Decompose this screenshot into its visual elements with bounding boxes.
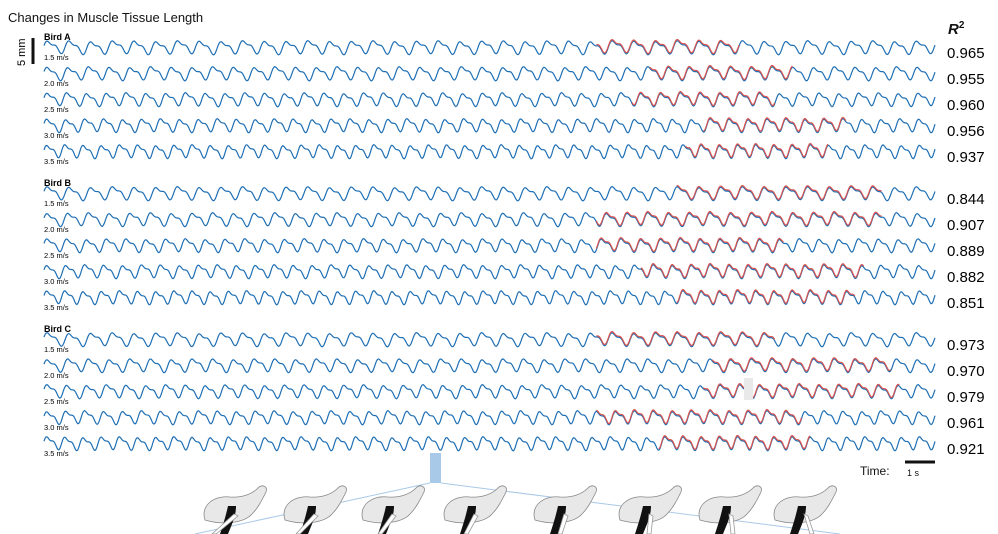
bird-silhouette <box>533 485 597 534</box>
predicted-trace <box>595 236 784 253</box>
bird-silhouette <box>773 485 837 534</box>
predicted-trace <box>595 210 882 227</box>
predicted-trace <box>631 90 776 107</box>
predicted-trace <box>640 262 865 279</box>
speed-label: 3.5 m/s <box>44 157 69 166</box>
measured-trace <box>43 332 936 348</box>
measured-trace <box>43 212 936 228</box>
r2-symbol: R <box>948 21 959 38</box>
time-scale-unit: 1 s <box>907 468 920 478</box>
speed-label: 3.5 m/s <box>44 303 69 312</box>
predicted-trace <box>658 434 811 451</box>
r2-value: 0.921 <box>947 441 985 458</box>
measured-trace <box>43 289 936 306</box>
speed-label: 1.5 m/s <box>44 345 69 354</box>
r2-value: 0.960 <box>947 97 985 114</box>
bird-silhouette <box>443 485 507 534</box>
speed-label: 1.5 m/s <box>44 53 69 62</box>
highlight-window <box>430 453 441 483</box>
predicted-trace <box>676 184 882 201</box>
measured-trace <box>43 117 936 134</box>
bird-label-1: Bird A <box>44 32 71 42</box>
measured-trace <box>43 435 936 452</box>
measured-trace <box>43 143 936 160</box>
speed-label: 2.5 m/s <box>44 251 69 260</box>
measured-trace <box>43 409 936 426</box>
r2-value: 0.889 <box>947 243 985 260</box>
predicted-trace <box>702 382 900 399</box>
r2-value: 0.961 <box>947 415 985 432</box>
plot-layer: Bird A 1.5 m/s 0.965 2.0 m/s 0.955 2.5 m/s 0.9… <box>43 32 985 458</box>
speed-label: 3.0 m/s <box>44 423 69 432</box>
speed-label: 2.0 m/s <box>44 225 69 234</box>
measured-trace <box>43 92 936 108</box>
predicted-trace <box>596 38 740 55</box>
bird-silhouette <box>203 485 267 534</box>
r2-value: 0.973 <box>947 337 985 354</box>
measured-trace <box>43 263 936 280</box>
grey-marker <box>744 378 753 400</box>
speed-label: 2.0 m/s <box>44 371 69 380</box>
r2-value: 0.956 <box>947 123 985 140</box>
gait-silhouettes <box>203 485 837 534</box>
measured-trace <box>43 40 936 56</box>
measured-trace <box>43 238 936 254</box>
speed-label: 1.5 m/s <box>44 199 69 208</box>
length-scale-label: 5 mm <box>16 39 28 67</box>
bird-silhouette <box>361 485 425 534</box>
chart-title: Changes in Muscle Tissue Length <box>8 10 204 25</box>
r2-value: 0.965 <box>947 45 985 62</box>
speed-label: 2.0 m/s <box>44 79 69 88</box>
bird-silhouette <box>618 485 682 534</box>
predicted-trace <box>596 408 802 425</box>
measured-trace <box>43 66 936 82</box>
r2-value: 0.937 <box>947 149 985 166</box>
r2-value: 0.882 <box>947 269 985 286</box>
bird-silhouette <box>283 485 347 534</box>
measured-trace <box>43 186 936 202</box>
bird-silhouette <box>698 485 762 534</box>
predicted-trace <box>596 330 776 347</box>
predicted-trace <box>711 357 891 373</box>
r2-exponent: 2 <box>958 20 965 31</box>
speed-label: 3.5 m/s <box>44 449 69 458</box>
time-scale-label: Time: <box>860 464 890 478</box>
predicted-trace <box>703 116 847 133</box>
bird-label-3: Bird C <box>44 324 72 334</box>
bird-label-2: Bird B <box>44 178 72 188</box>
speed-label: 2.5 m/s <box>44 105 69 114</box>
measured-trace <box>43 384 936 400</box>
r2-value: 0.907 <box>947 217 985 234</box>
r2-value: 0.955 <box>947 71 985 88</box>
r2-value: 0.979 <box>947 389 985 406</box>
r2-header: R2 <box>948 20 964 38</box>
predicted-trace <box>676 288 856 305</box>
r2-value: 0.851 <box>947 295 985 312</box>
predicted-trace <box>685 142 829 159</box>
predicted-trace <box>649 64 793 81</box>
speed-label: 2.5 m/s <box>44 397 69 406</box>
speed-label: 3.0 m/s <box>44 131 69 140</box>
r2-value: 0.970 <box>947 363 985 380</box>
r2-value: 0.844 <box>947 191 985 208</box>
speed-label: 3.0 m/s <box>44 277 69 286</box>
measured-trace <box>43 358 936 374</box>
